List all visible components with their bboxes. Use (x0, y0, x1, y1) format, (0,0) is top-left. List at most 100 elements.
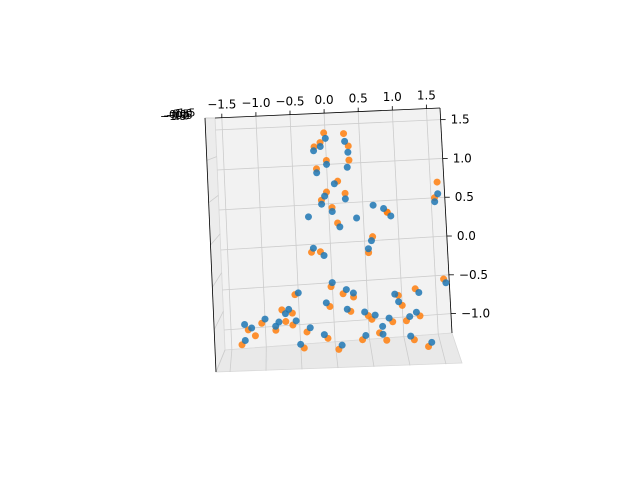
x-grid-line (255, 116, 267, 347)
series-b-point (343, 305, 351, 313)
series-b-point (330, 180, 338, 188)
series-b-point (431, 198, 439, 206)
series-b-point (313, 169, 321, 177)
series-b-point (310, 147, 318, 155)
series-b-point (434, 190, 442, 198)
series-b-point (292, 317, 300, 325)
x-tick-label: −0.5 (275, 95, 304, 109)
series-b-point (395, 298, 403, 306)
y-tick-label: 0.5 (172, 108, 190, 121)
series-b-point (322, 299, 330, 307)
x-tick-labels: −1.5 −1.0 −0.5 0.0 0.5 1.0 1.5 (207, 89, 436, 118)
x-tick-label: −1.0 (241, 96, 270, 110)
series-b-point (367, 237, 375, 245)
z-grid-line (220, 235, 447, 251)
series-b-point (361, 308, 369, 316)
series-b-points (241, 134, 450, 349)
series-b-point (320, 251, 328, 259)
series-a-point (282, 318, 290, 326)
series-b-point (248, 324, 256, 332)
depth-grid-line (211, 272, 223, 288)
series-b-point (309, 244, 317, 252)
series-b-point (407, 332, 415, 340)
series-a-point (340, 130, 348, 138)
series-b-point (387, 212, 395, 220)
series-b-point (369, 201, 377, 209)
x-grid-line (323, 113, 336, 342)
series-b-point (371, 311, 379, 319)
series-b-point (412, 308, 420, 316)
series-b-point (341, 195, 349, 203)
series-b-point (442, 279, 450, 287)
y-tick-label: −1.5 (160, 110, 187, 123)
series-b-point (415, 288, 423, 296)
series-b-point (406, 313, 414, 321)
series-b-point (321, 192, 329, 200)
z-tick-label: 0.5 (455, 190, 474, 204)
series-b-point (261, 315, 269, 323)
series-b-point (379, 330, 387, 338)
series-b-point (304, 213, 312, 221)
x-tick-label: 0.5 (349, 92, 368, 106)
series-b-point (362, 332, 370, 340)
y-tick-label: 0.0 (169, 108, 187, 121)
series-b-point (294, 289, 302, 297)
series-b-point (336, 223, 344, 231)
depth-grid-line (208, 195, 219, 203)
z-tick-label: 0.0 (457, 229, 476, 243)
series-b-point (272, 322, 280, 330)
series-b-point (343, 163, 351, 171)
series-a-point (433, 178, 441, 186)
series-b-point (379, 322, 387, 330)
floor-grid-line (437, 333, 447, 365)
series-b-point (281, 310, 289, 318)
series-a-point (251, 332, 259, 340)
series-a-point (320, 129, 328, 137)
z-grid-line (215, 119, 441, 131)
series-b-point (342, 286, 350, 294)
plot-panes (204, 107, 463, 373)
series-b-point (385, 314, 393, 322)
series-b-point (316, 143, 324, 151)
y-tick-label: 1.5 (178, 106, 196, 119)
y-tick-label: −0.5 (166, 109, 193, 122)
depth-grid-line (206, 156, 217, 161)
z-tick-label: 1.0 (453, 151, 472, 165)
depth-axis-line (204, 117, 217, 373)
floor-grid-line (229, 349, 233, 373)
series-b-point (328, 207, 336, 215)
series-b-point (349, 289, 357, 297)
axis-lines (204, 107, 453, 373)
series-b-point (391, 290, 399, 298)
x-grid-line (289, 114, 302, 345)
series-b-point (320, 331, 328, 339)
x-grid-line (425, 108, 439, 335)
floor-grid-line (334, 341, 339, 369)
series-b-point (364, 245, 372, 253)
series-b-point (297, 340, 305, 348)
series-b-point (328, 279, 336, 287)
x-tick-label: 0.0 (315, 93, 334, 107)
series-b-point (306, 324, 314, 332)
series-b-point (241, 336, 249, 344)
z-tick-labels: −1.0 −0.5 0.0 0.5 1.0 1.5 (440, 113, 490, 321)
top-axis-line (214, 107, 441, 119)
z-grid-line (218, 196, 445, 211)
series-b-point (338, 341, 346, 349)
series-b-point (341, 137, 349, 145)
right-axis-line (439, 107, 453, 334)
y-tick-label: −1.0 (163, 109, 190, 122)
x-grid-line (357, 111, 370, 340)
x-tick-label: 1.5 (417, 89, 436, 103)
series-b-point (323, 160, 331, 168)
floor-grid-line (369, 339, 375, 367)
z-tick-label: 1.5 (451, 113, 470, 127)
z-tick-label: −1.0 (461, 307, 490, 321)
series-b-point (380, 205, 388, 213)
x-grid-line (221, 117, 233, 350)
depth-grid-line (215, 349, 226, 373)
depth-grid-line (213, 311, 224, 330)
series-b-point (344, 148, 352, 156)
series-b-point (321, 134, 329, 142)
